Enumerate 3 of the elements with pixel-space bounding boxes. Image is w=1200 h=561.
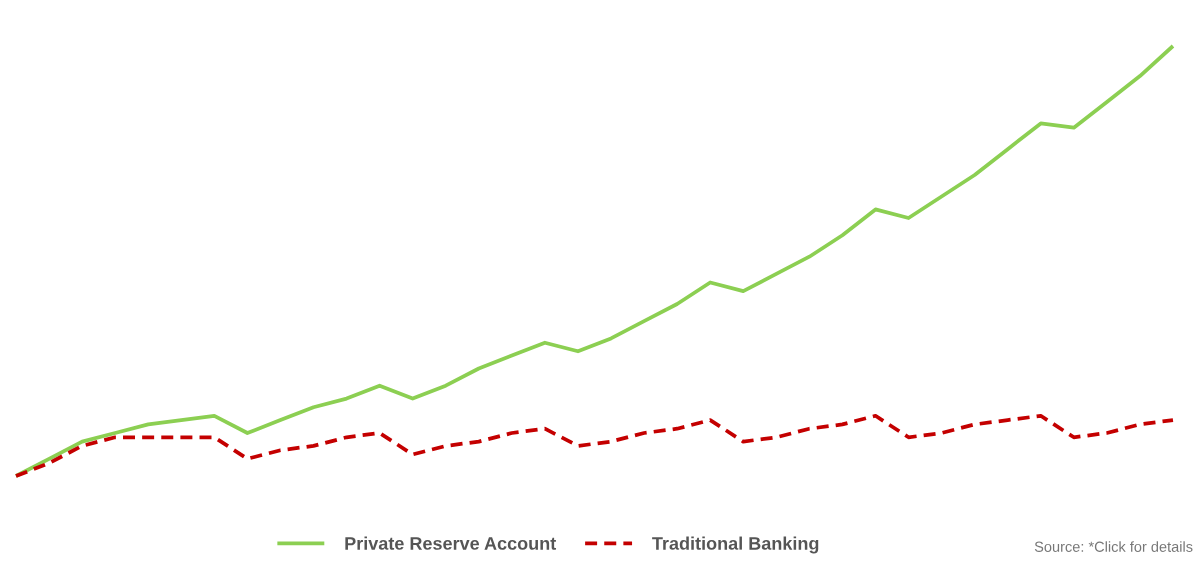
legend-label: Traditional Banking [652, 536, 819, 554]
legend-label: Private Reserve Account [345, 536, 557, 550]
source-note: Source: *Click for details [1034, 541, 1193, 552]
